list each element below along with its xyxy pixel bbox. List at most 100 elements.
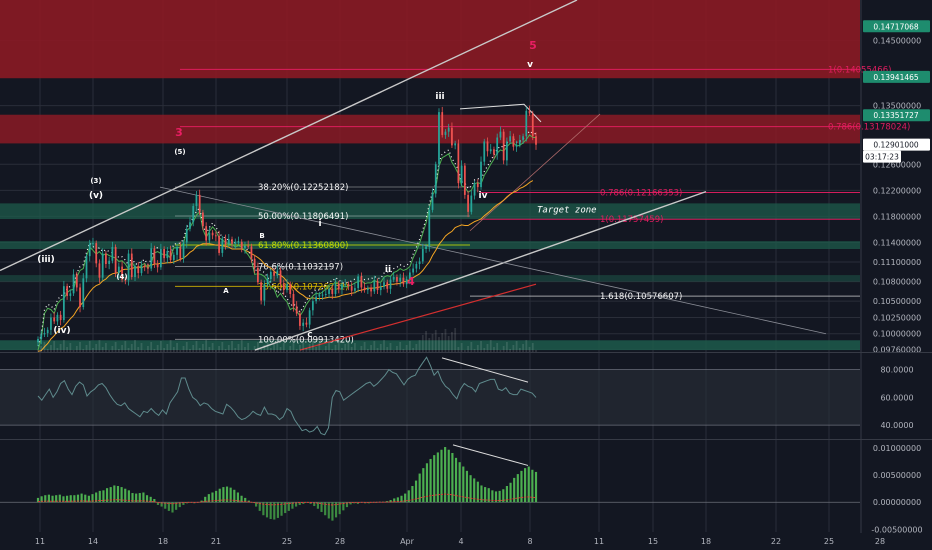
candle [195, 190, 198, 212]
volume-bar [344, 344, 347, 352]
volume-bar [454, 328, 457, 352]
macd-bar [287, 502, 290, 511]
macd-bar [156, 502, 160, 505]
price-tick-label: 0.10500000 [873, 297, 921, 306]
resistance-zone-mid [0, 114, 860, 144]
wave-label: C [307, 331, 312, 339]
macd-bar [422, 468, 425, 503]
volume-bar [447, 336, 450, 352]
volume-bar [528, 347, 531, 352]
volume-bar [244, 347, 246, 352]
candle [282, 279, 285, 296]
volume-bar [156, 345, 159, 352]
candle [218, 230, 220, 256]
candle [428, 205, 431, 252]
volume-bar [50, 345, 52, 352]
volume-bar [176, 343, 178, 352]
candle [415, 261, 418, 273]
volume-bar [208, 347, 211, 352]
macd-bar [84, 494, 87, 503]
macd-bar [262, 502, 265, 516]
macd-bar [491, 490, 494, 503]
volume-bar [289, 346, 292, 352]
candle [72, 269, 75, 296]
volume-bar [315, 347, 317, 352]
volume-bar [486, 344, 489, 352]
macd-bar [87, 495, 90, 503]
volume-bar [75, 346, 78, 352]
macd-bar [429, 458, 432, 503]
price-badge: 0.13351727 [863, 109, 930, 122]
candlesticks [37, 105, 537, 347]
macd-bar [389, 500, 392, 503]
wave-label: 5 [529, 39, 537, 52]
candle [366, 285, 369, 294]
svg-text:03:17:23: 03:17:23 [865, 153, 899, 162]
macd-bar [494, 491, 498, 503]
candle [425, 243, 427, 253]
volume-bar [189, 349, 191, 352]
volume-bar [328, 342, 330, 352]
volume-bar [163, 348, 166, 352]
candle [50, 313, 52, 336]
macd-bar [425, 463, 429, 503]
volume-bar [250, 350, 253, 352]
rsi-line [37, 356, 537, 436]
candle [108, 256, 111, 270]
price-tick-label: 0.11400000 [873, 238, 921, 247]
candle [509, 131, 512, 145]
macd-bar [69, 495, 72, 503]
candle [153, 245, 156, 268]
volume-bar [341, 348, 343, 352]
volume-bar [531, 343, 534, 352]
price-tick-label: 0.10250000 [873, 313, 921, 322]
candle [263, 280, 266, 306]
fib-label: 78.60%(0.10726252) [258, 282, 348, 292]
volume-bar [376, 348, 379, 352]
volume-bar [425, 331, 427, 352]
volume-bar [402, 349, 405, 352]
volume-bar [334, 345, 337, 352]
macd-bar [62, 496, 65, 503]
rsi-divergence-line [441, 357, 529, 383]
candle [467, 190, 469, 218]
volume-bar [480, 341, 482, 352]
rsi-tick-label: 80.0000 [880, 366, 913, 375]
candle [159, 243, 162, 270]
time-axis-bg [0, 533, 932, 550]
candle [305, 317, 308, 328]
macd-bar [116, 486, 120, 503]
wave-label: 4 [407, 275, 415, 288]
volume-bar [257, 342, 259, 352]
candle [101, 248, 104, 281]
candle [441, 106, 444, 138]
ema-red-line [299, 283, 537, 351]
volume-bar [399, 342, 402, 352]
volume-bar [405, 345, 408, 352]
candle [53, 312, 56, 324]
macd-bar [345, 502, 349, 508]
volume-bar [292, 342, 295, 352]
svg-text:0.14717068: 0.14717068 [873, 22, 919, 31]
candle [460, 160, 463, 186]
time-tick-label: 8 [527, 537, 532, 546]
candle [260, 279, 263, 305]
macd-bar [524, 468, 527, 503]
volume-bar [522, 344, 524, 352]
volume-bar [389, 343, 392, 352]
candle [46, 327, 49, 338]
candle [328, 286, 330, 298]
fib-label: 0.786(0.13178024) [828, 123, 910, 133]
macd-bar [207, 494, 210, 503]
time-tick-label: 11 [35, 537, 45, 546]
volume-bar [221, 342, 224, 352]
macd-bar [276, 502, 279, 518]
macd-bar [291, 502, 294, 509]
candle [528, 105, 531, 117]
candle [302, 318, 305, 332]
volume-bars [37, 328, 537, 352]
volume-bar [43, 342, 46, 352]
